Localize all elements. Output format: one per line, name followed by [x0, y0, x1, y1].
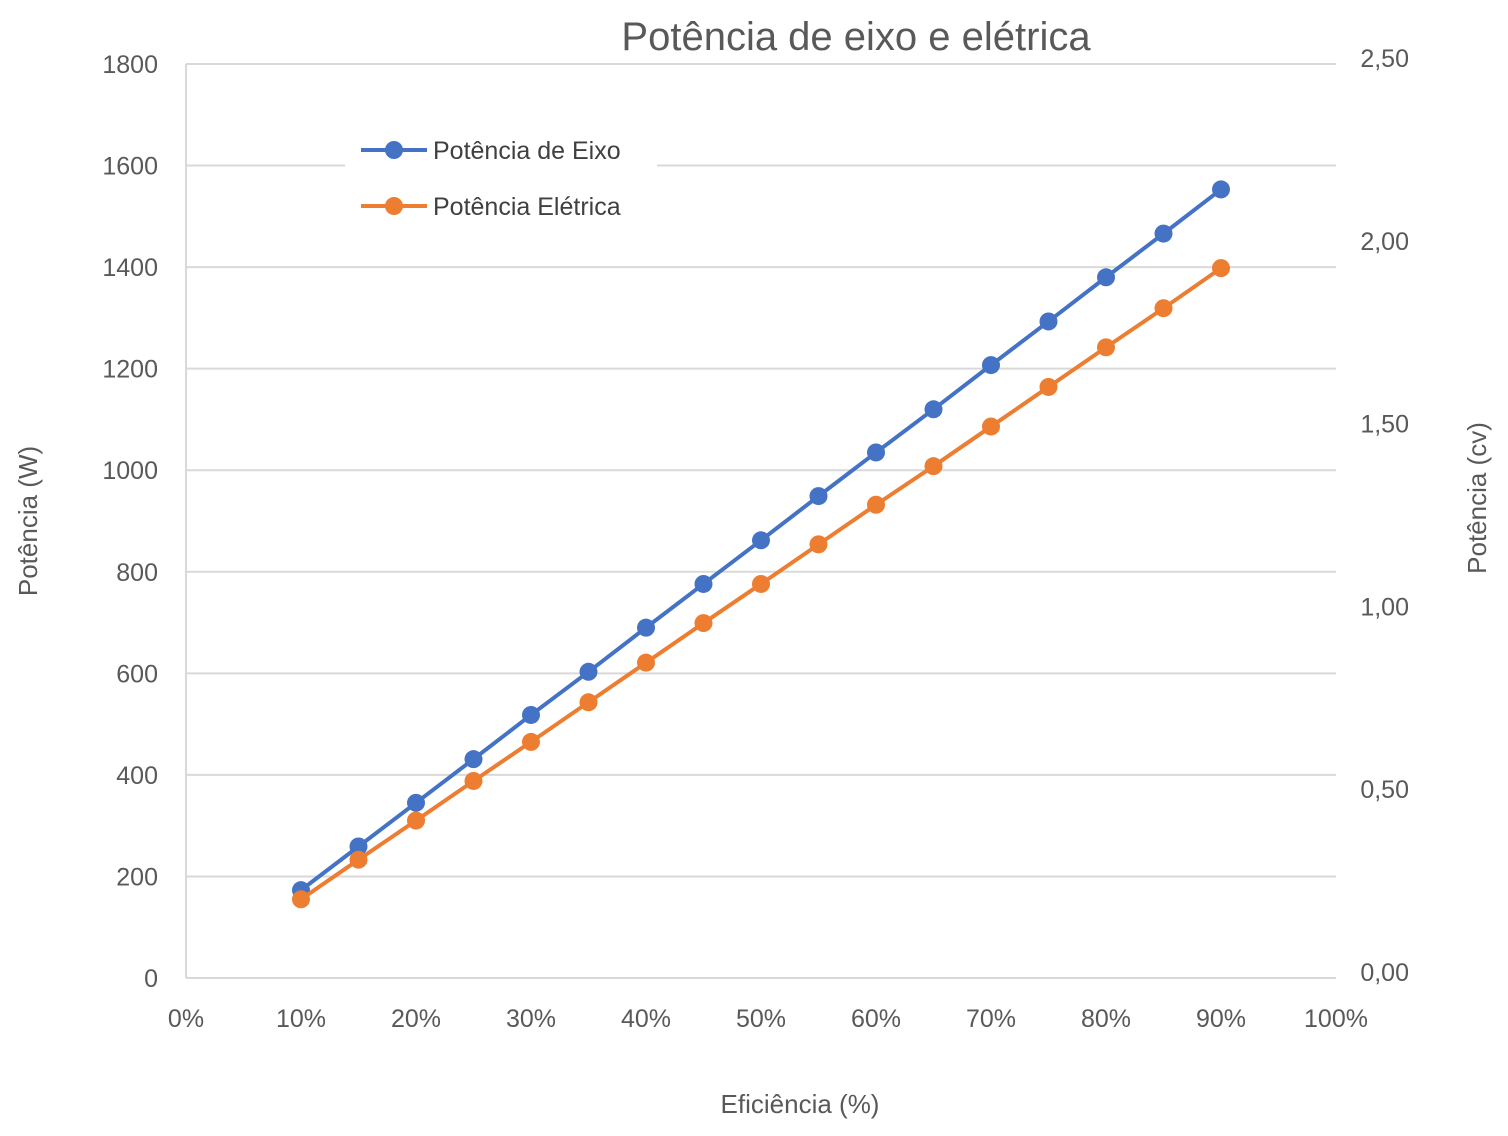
y-tick-label: 800 — [116, 559, 158, 587]
data-point — [1097, 338, 1115, 357]
data-point — [694, 574, 713, 593]
data-point — [1212, 180, 1230, 199]
chart-title: Potência de eixo e elétrica — [621, 15, 1091, 59]
data-point — [1039, 377, 1058, 396]
data-point — [349, 850, 368, 869]
data-point — [1212, 259, 1230, 278]
x-tick-label: 60% — [851, 1005, 901, 1033]
legend-marker-eletrica — [385, 197, 403, 215]
y-tick-label: 600 — [116, 660, 158, 688]
x-tick-label: 90% — [1196, 1005, 1246, 1033]
legend-label-eixo: Potência de Eixo — [433, 137, 621, 165]
data-point — [407, 811, 425, 830]
y-tick-label: 1000 — [102, 457, 158, 485]
data-point — [982, 356, 1000, 375]
legend: Potência de Eixo Potência Elétrica — [345, 122, 657, 234]
y-tick-label: 1400 — [102, 254, 158, 282]
data-point — [349, 837, 368, 856]
grid — [186, 63, 1336, 878]
data-point — [1039, 312, 1058, 331]
y2-tick-label: 0,00 — [1360, 959, 1409, 987]
data-point — [924, 457, 943, 476]
y2-axis-title: Potência (cv) — [1462, 422, 1492, 574]
data-point — [1097, 268, 1115, 287]
x-tick-label: 30% — [506, 1005, 556, 1033]
y-tick-label: 1200 — [102, 356, 158, 384]
data-point — [752, 531, 770, 550]
data-point — [637, 618, 655, 637]
data-point — [809, 535, 828, 554]
data-point — [579, 693, 598, 712]
data-point — [1154, 299, 1173, 318]
data-point — [522, 732, 540, 751]
x-tick-label: 70% — [966, 1005, 1016, 1033]
data-point — [867, 443, 885, 462]
series-layer — [292, 180, 1230, 909]
data-point — [867, 495, 885, 514]
data-point — [637, 653, 655, 672]
y2-tick-label: 2,00 — [1360, 228, 1409, 256]
y-tick-label: 0 — [144, 965, 158, 993]
data-point — [464, 750, 483, 769]
x-axis-title: Eficiência (%) — [721, 1089, 880, 1119]
x-tick-label: 40% — [621, 1005, 671, 1033]
x-tick-label: 0% — [168, 1005, 204, 1033]
legend-background — [345, 122, 657, 234]
y-tick-label: 400 — [116, 762, 158, 790]
y-tick-label: 1800 — [102, 51, 158, 79]
x-tick-label: 50% — [736, 1005, 786, 1033]
data-point — [579, 662, 598, 681]
y-axis-title: Potência (W) — [13, 446, 43, 596]
axes — [185, 64, 1336, 979]
y-tick-label: 1600 — [102, 153, 158, 181]
tick-labels: 0 200 400 600 800 1000 1200 1400 1600 1800 0,00 0,5… — [102, 45, 1409, 1033]
data-point — [694, 614, 713, 633]
data-point — [752, 574, 770, 593]
legend-marker-eixo — [385, 141, 403, 159]
data-point — [982, 417, 1000, 436]
legend-label-eletrica: Potência Elétrica — [433, 193, 621, 221]
x-tick-label: 10% — [276, 1005, 326, 1033]
data-point — [924, 400, 943, 419]
data-point — [1154, 224, 1173, 243]
data-point — [464, 771, 483, 790]
x-tick-label: 100% — [1304, 1005, 1368, 1033]
y2-tick-label: 1,00 — [1360, 593, 1409, 621]
data-point — [407, 793, 425, 812]
data-point — [292, 890, 310, 909]
x-tick-label: 20% — [391, 1005, 441, 1033]
y2-tick-label: 1,50 — [1360, 411, 1409, 439]
data-point — [522, 705, 540, 724]
y2-tick-label: 0,50 — [1360, 776, 1409, 804]
data-point — [809, 487, 828, 506]
x-tick-label: 80% — [1081, 1005, 1131, 1033]
y2-tick-label: 2,50 — [1360, 45, 1409, 73]
y-tick-label: 200 — [116, 863, 158, 891]
